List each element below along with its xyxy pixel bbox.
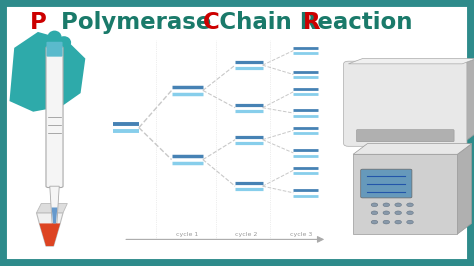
Circle shape — [383, 211, 390, 215]
Circle shape — [371, 211, 378, 215]
Ellipse shape — [62, 48, 76, 59]
Circle shape — [407, 211, 413, 215]
Polygon shape — [348, 59, 474, 64]
Ellipse shape — [17, 41, 40, 60]
Circle shape — [383, 203, 390, 207]
Polygon shape — [36, 203, 67, 213]
Text: cycle 2: cycle 2 — [235, 232, 258, 237]
Polygon shape — [457, 144, 472, 234]
Text: C: C — [203, 11, 220, 34]
Circle shape — [395, 220, 401, 224]
FancyBboxPatch shape — [361, 169, 412, 198]
Polygon shape — [9, 32, 85, 112]
Circle shape — [395, 211, 401, 215]
Polygon shape — [52, 207, 57, 223]
FancyBboxPatch shape — [356, 130, 454, 142]
Ellipse shape — [47, 31, 62, 44]
Ellipse shape — [34, 35, 51, 50]
Text: R: R — [302, 11, 320, 34]
Polygon shape — [353, 144, 472, 154]
Circle shape — [383, 220, 390, 224]
Polygon shape — [36, 213, 63, 246]
FancyBboxPatch shape — [344, 61, 467, 146]
Polygon shape — [39, 223, 60, 246]
Text: P: P — [30, 11, 47, 34]
Circle shape — [407, 220, 413, 224]
Circle shape — [371, 220, 378, 224]
Circle shape — [395, 203, 401, 207]
FancyBboxPatch shape — [46, 47, 63, 188]
Text: Polymerase Chain Reaction: Polymerase Chain Reaction — [61, 11, 413, 34]
Circle shape — [371, 203, 378, 207]
FancyBboxPatch shape — [46, 42, 63, 57]
Text: cycle 3: cycle 3 — [290, 232, 312, 237]
Circle shape — [407, 203, 413, 207]
Polygon shape — [50, 186, 59, 223]
FancyBboxPatch shape — [353, 154, 457, 234]
Text: cycle 1: cycle 1 — [176, 232, 198, 237]
Ellipse shape — [57, 36, 71, 49]
Polygon shape — [462, 59, 474, 144]
